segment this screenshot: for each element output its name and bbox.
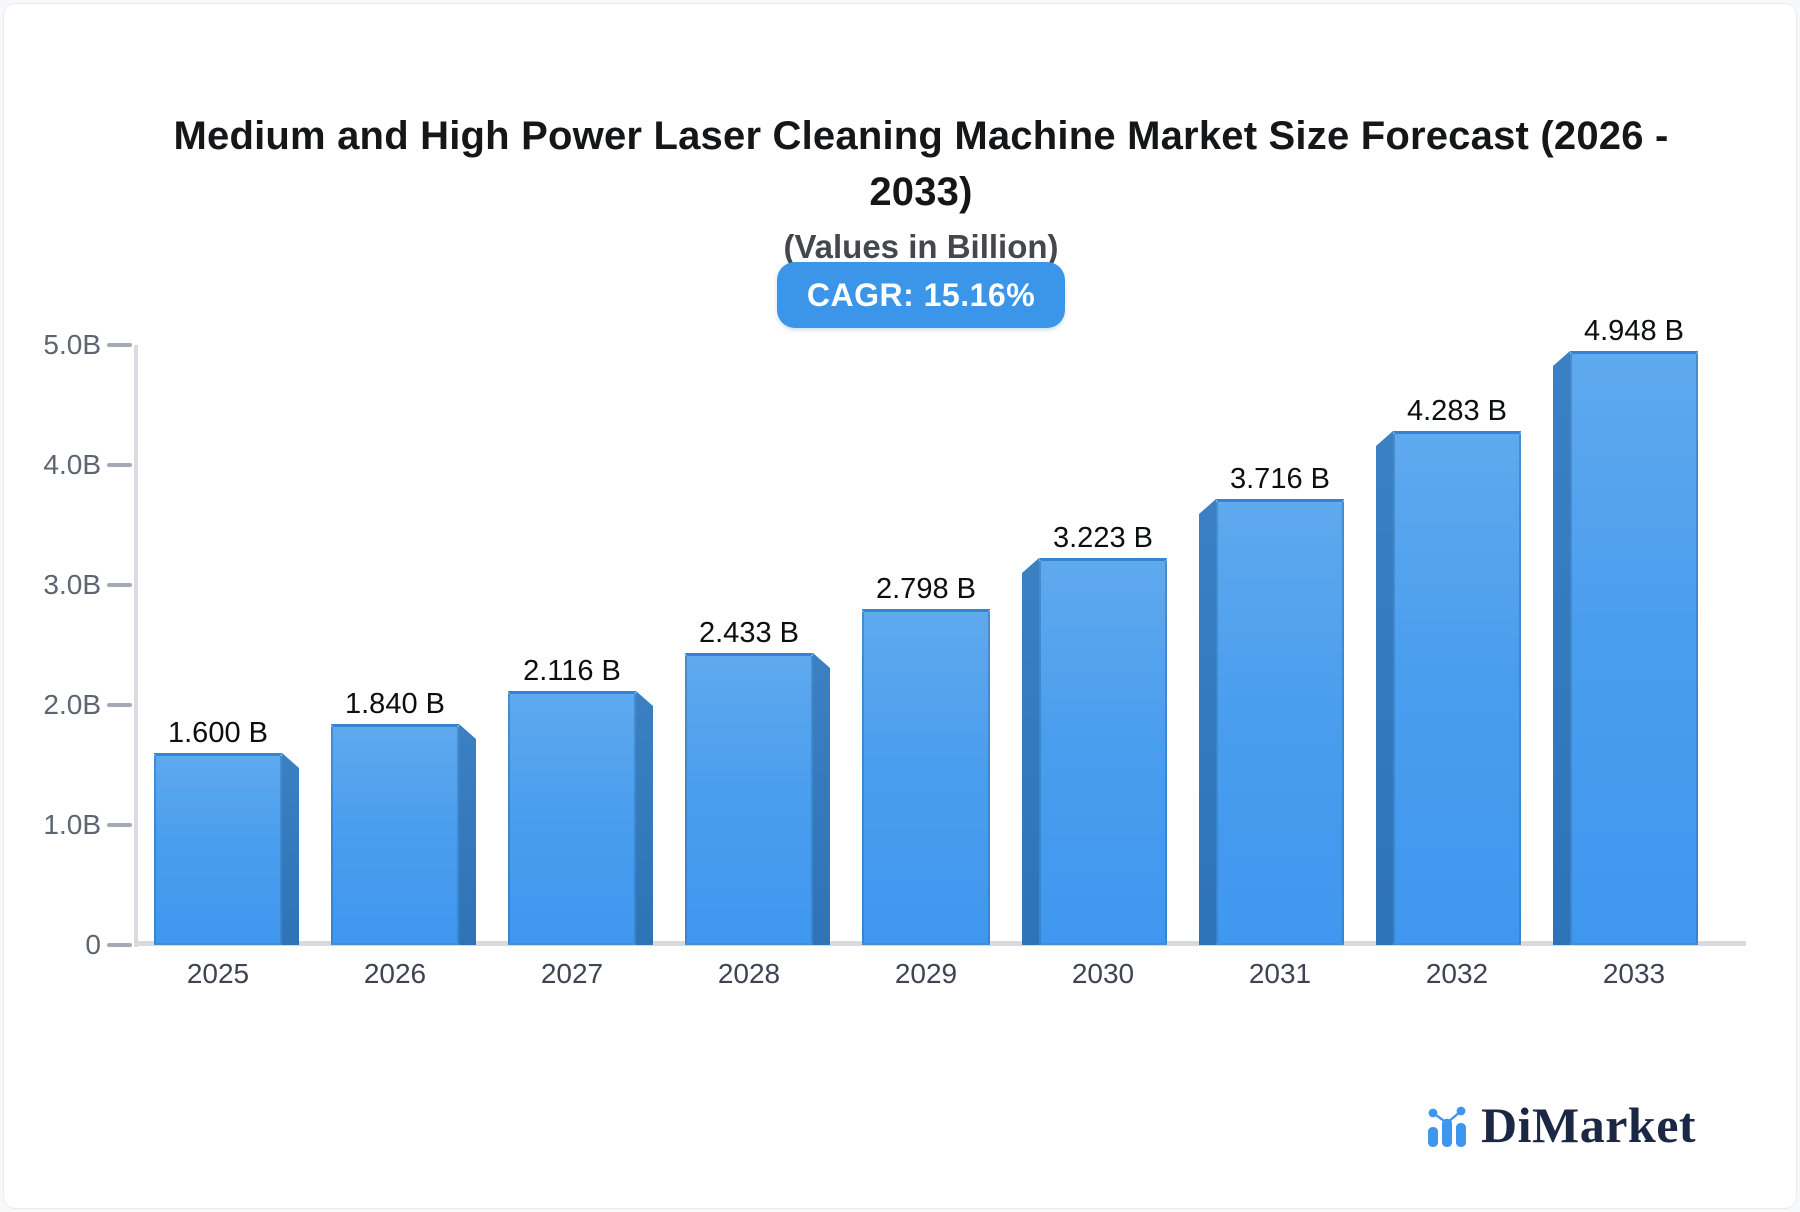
y-tick-mark [107,583,132,587]
y-tick-label: 4.0B [43,449,101,480]
y-tick-label: 3.0B [43,569,101,600]
bar-value-label-2027: 2.116 B [523,655,621,687]
bar-chart-plot-area: 5.0B 4.0B 3.0B 2.0B 1.0B 0 1.600 B 2025 1.840 B 2… [4,4,1796,1208]
bar-value-label-2031: 3.716 B [1230,463,1330,495]
bar-value-label-2029: 2.798 B [876,573,976,605]
bar-value-label-2026: 1.840 B [345,688,445,720]
bar-2026[interactable] [331,724,459,945]
bar-3d-side-2031 [1199,499,1216,945]
y-tick-mark [107,463,132,467]
y-tick-mark [107,823,132,827]
bar-3d-side-2032 [1376,431,1393,945]
x-axis-label-2032: 2032 [1425,958,1489,989]
x-axis-label-2025: 2025 [186,958,250,989]
bar-value-label-2030: 3.223 B [1053,522,1153,554]
bar-value-label-2028: 2.433 B [699,617,799,649]
cagr-badge: CAGR: 15.16% [776,262,1066,328]
y-tick-label: 5.0B [43,329,101,360]
y-tick-label: 2.0B [43,689,101,720]
chart-title: Medium and High Power Laser Cleaning Mac… [4,108,1796,220]
bar-value-label-2033: 4.948 B [1584,315,1684,347]
y-tick-mark [107,703,132,707]
bar-value-label-2032: 4.283 B [1407,395,1507,427]
bar-2028[interactable] [685,653,813,945]
x-axis-label-2026: 2026 [363,958,427,989]
bar-2029[interactable] [862,609,990,945]
x-axis-label-2028: 2028 [717,958,781,989]
x-axis-label-2030: 2030 [1071,958,1135,989]
x-axis-label-2033: 2033 [1602,958,1666,989]
chart-subtitle-text: (Values in Billion) [783,228,1059,265]
dimarket-logo[interactable]: DiMarket [1424,1097,1697,1153]
x-axis-label-2027: 2027 [540,958,604,989]
bar-2031[interactable] [1216,499,1344,945]
bar-3d-side-2030 [1022,558,1039,945]
x-axis-label-2029: 2029 [894,958,958,989]
x-axis-label-2031: 2031 [1248,958,1312,989]
y-tick-label: 0 [85,929,101,960]
bar-2027[interactable] [508,691,636,945]
bar-2030[interactable] [1039,558,1167,945]
bar-3d-side-2027 [636,691,653,945]
bar-value-label-2025: 1.600 B [168,717,268,749]
bar-2025[interactable] [154,753,282,945]
bar-3d-side-2033 [1553,351,1570,945]
brand-name: DiMarket [1481,1097,1697,1153]
cagr-badge-row: CAGR: 15.16% [4,262,1796,328]
chart-title-text: Medium and High Power Laser Cleaning Mac… [173,114,1669,214]
chart-subtitle: (Values in Billion) [4,228,1796,266]
bar-3d-side-2028 [813,653,830,945]
bar-2033[interactable] [1570,351,1698,945]
y-tick-label: 1.0B [43,809,101,840]
y-axis-line [134,345,138,947]
bar-3d-side-2025 [282,753,299,945]
mini-bar-line-chart-icon [1428,1106,1466,1147]
y-tick-mark [107,343,132,347]
bar-3d-side-2026 [459,724,476,945]
chart-card: Medium and High Power Laser Cleaning Mac… [3,3,1797,1209]
bar-2032[interactable] [1393,431,1521,945]
y-tick-mark [107,943,132,947]
